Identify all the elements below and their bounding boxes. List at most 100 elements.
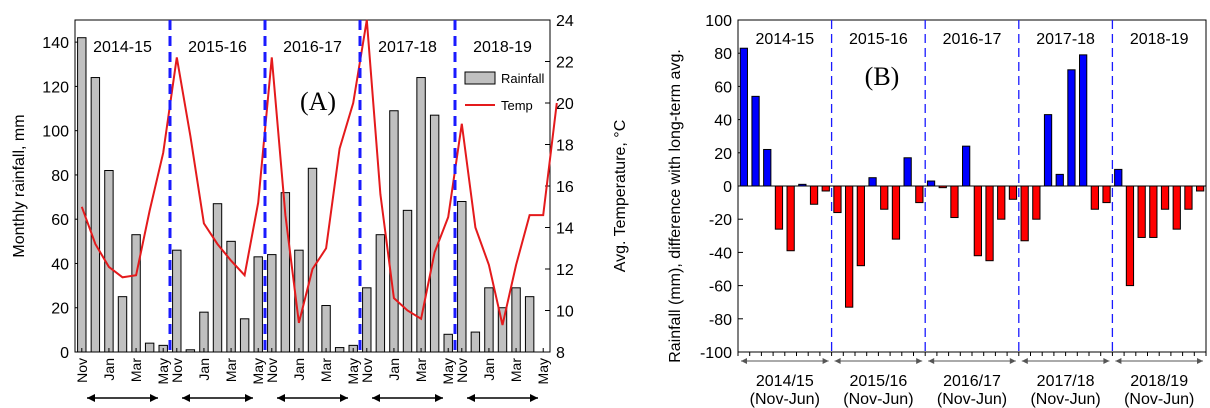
panel-label: (B) xyxy=(865,62,900,91)
y2-tick-label: 20 xyxy=(556,96,574,113)
period-bottom-label: 2016/17 xyxy=(943,373,1001,390)
period-span-arrowhead xyxy=(916,358,923,364)
period-bottom-sublabel: (Nov-Jun) xyxy=(843,391,913,408)
anomaly-bar xyxy=(1067,69,1076,187)
anomaly-bar xyxy=(962,145,971,187)
x-tick-label: May xyxy=(250,358,266,384)
anomaly-bar xyxy=(915,185,924,204)
season-span-arrowhead xyxy=(182,394,190,402)
y2-tick-label: 24 xyxy=(556,13,574,30)
x-tick-label: Jan xyxy=(481,358,497,381)
y-tick-label: 0 xyxy=(60,345,69,362)
y-tick-label: 20 xyxy=(714,146,732,163)
rainfall-bar xyxy=(267,254,277,353)
y-tick-label: 120 xyxy=(42,79,69,96)
anomaly-bar xyxy=(1114,168,1123,187)
rainfall-bar xyxy=(307,167,318,353)
rainfall-bar xyxy=(524,296,535,353)
panel-b-rainfall-anomaly-chart: -100 -80 -60 -40 -20 0 20 40 60 80 100 Rainfall (mm… xyxy=(667,13,1207,408)
anomaly-bar xyxy=(1196,185,1205,192)
x-tick-label: Mar xyxy=(318,358,334,382)
anomaly-bar xyxy=(1008,185,1018,200)
x-tick-label: Nov xyxy=(359,358,375,383)
period-top-label: 2018-19 xyxy=(1130,31,1189,48)
period-span-arrowhead xyxy=(1021,358,1028,364)
x-tick-label: Nov xyxy=(264,358,280,383)
anomaly-bar xyxy=(821,185,830,192)
anomaly-bar xyxy=(938,185,947,189)
y2-tick-label: 16 xyxy=(556,179,574,196)
rainfall-bar xyxy=(253,256,263,353)
anomaly-bar xyxy=(798,183,807,187)
period-top-label: 2017-18 xyxy=(1036,31,1095,48)
rainfall-bar xyxy=(185,349,196,353)
rainfall-bar xyxy=(497,307,508,353)
y2-tick-label: 14 xyxy=(556,221,574,238)
anomaly-bar xyxy=(973,185,982,257)
y-tick-label: -80 xyxy=(709,312,732,329)
panel-label: (A) xyxy=(300,87,336,116)
period-span-arrowhead xyxy=(1009,358,1016,364)
x-tick-label: Nov xyxy=(169,358,185,383)
y-axis-title: Rainfall (mm), difference with long-term… xyxy=(667,49,684,363)
y-tick-label: 100 xyxy=(705,13,732,30)
x-tick-label: Nov xyxy=(74,358,90,383)
season-label: 2017-18 xyxy=(378,39,437,56)
season-span-arrowhead xyxy=(530,394,538,402)
rainfall-bar xyxy=(375,234,386,353)
rainfall-bar xyxy=(334,347,345,353)
rainfall-bar xyxy=(470,331,481,353)
rainfall-bar xyxy=(416,77,426,353)
y-tick-label: 80 xyxy=(51,168,69,185)
period-bottom-label: 2015/16 xyxy=(849,373,907,390)
anomaly-bar xyxy=(856,185,865,267)
rainfall-bar xyxy=(239,318,250,353)
season-label: 2016-17 xyxy=(283,39,342,56)
y2-tick-label: 18 xyxy=(556,138,574,155)
anomaly-bar xyxy=(1125,185,1135,287)
x-tick-label: Mar xyxy=(413,358,429,382)
legend-rainfall-swatch xyxy=(464,71,496,85)
rainfall-bar xyxy=(429,114,440,353)
anomaly-bar xyxy=(763,148,772,187)
y-tick-label: 40 xyxy=(714,113,732,130)
y2-tick-label: 10 xyxy=(556,304,574,321)
period-span-arrowhead xyxy=(1197,358,1203,364)
rainfall-bar xyxy=(280,192,291,353)
rainfall-bar xyxy=(212,203,223,353)
period-top-label: 2014-15 xyxy=(755,31,814,48)
anomaly-bar xyxy=(774,185,784,230)
anomaly-bar xyxy=(926,180,936,187)
anomaly-bar xyxy=(833,185,842,214)
anomaly-bar xyxy=(903,157,912,187)
panel-a-rainfall-temperature-chart: 0 20 40 60 80 100 120 140 8 10 12 14 16 18 20 22 24 Month… xyxy=(11,13,629,402)
period-bottom-sublabel: (Nov-Jun) xyxy=(750,391,820,408)
y-tick-label: -20 xyxy=(709,212,732,229)
y2-axis-title: Avg. Temperature, °C xyxy=(612,120,629,273)
x-tick-label: May xyxy=(155,358,171,384)
legend-rainfall-label: Rainfall xyxy=(501,71,544,86)
anomaly-bar xyxy=(751,95,760,187)
rainfall-bar xyxy=(117,296,128,353)
period-span-arrowhead xyxy=(834,358,841,364)
anomaly-bar xyxy=(1032,185,1041,220)
period-bottom-label: 2018/19 xyxy=(1130,373,1188,390)
x-tick-label: Mar xyxy=(223,358,239,382)
period-bottom-label: 2014/15 xyxy=(756,373,814,390)
season-label: 2018-19 xyxy=(473,39,532,56)
x-tick-label: Jan xyxy=(386,358,402,381)
period-bottom-label: 2017/18 xyxy=(1037,373,1095,390)
season-label: 2014-15 xyxy=(93,39,152,56)
rainfall-bar xyxy=(402,209,413,353)
anomaly-bar xyxy=(1020,185,1029,242)
rainfall-bar xyxy=(131,234,141,353)
rainfall-bar xyxy=(172,249,182,353)
period-span-arrowhead xyxy=(741,358,747,364)
y2-tick-label: 8 xyxy=(556,345,565,362)
rainfall-bar xyxy=(77,37,87,353)
anomaly-bar xyxy=(891,185,901,240)
y-axis-title: Monthly rainfall, mm xyxy=(11,114,28,257)
period-bottom-sublabel: (Nov-Jun) xyxy=(1030,391,1100,408)
anomaly-bar xyxy=(950,185,959,219)
anomaly-bar xyxy=(880,185,889,210)
